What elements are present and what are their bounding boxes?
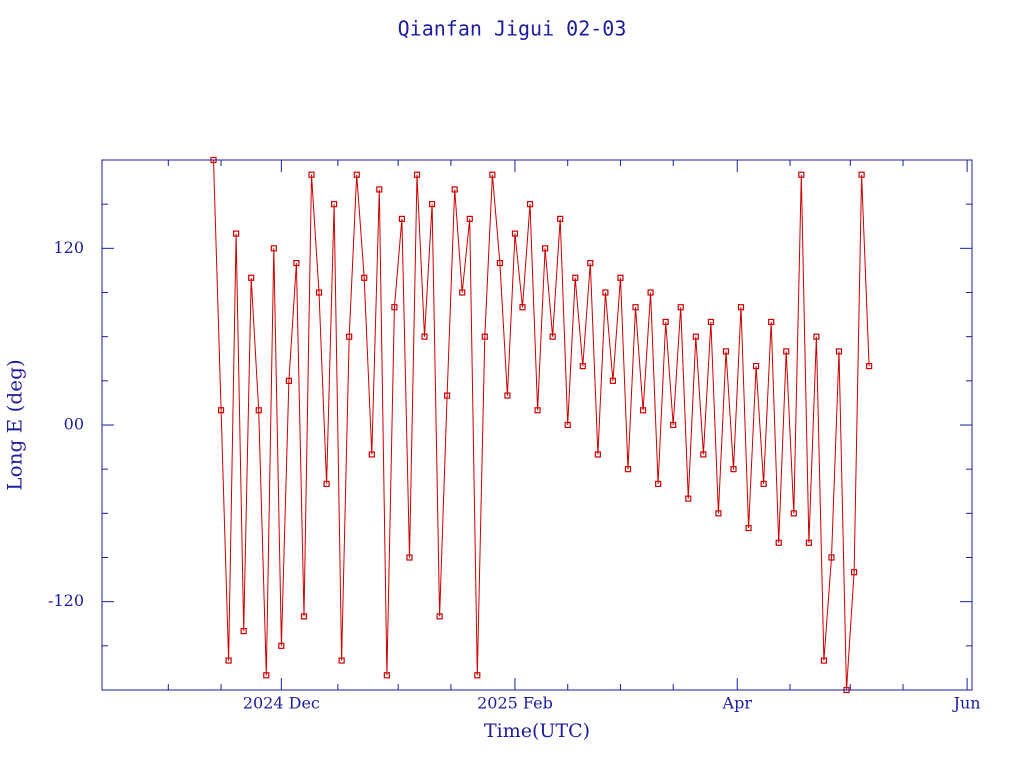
data-marker [805,539,812,546]
data-marker [361,274,368,281]
data-marker [768,318,775,326]
data-marker [572,274,579,281]
data-marker [496,259,503,267]
data-marker [617,274,624,281]
data-marker [549,333,556,340]
data-marker [813,333,820,340]
data-marker [263,672,270,679]
data-marker [835,348,843,355]
data-marker [466,215,473,222]
data-marker [655,480,662,487]
data-marker [632,304,639,311]
data-marker [639,407,647,414]
data-marker [278,642,285,649]
data-marker [647,289,654,296]
data-marker [270,245,277,252]
data-marker [557,215,564,222]
data-marker [459,289,466,296]
data-marker [255,407,262,414]
data-marker [858,171,865,178]
data-marker [692,333,699,340]
data-marker [338,657,345,664]
data-marker [866,363,873,370]
data-marker [798,171,805,178]
data-marker [413,171,421,178]
data-marker [624,466,632,473]
data-marker [398,215,406,222]
data-marker [444,392,451,399]
data-marker [233,230,240,237]
x-tick-label: Jun [952,694,981,713]
data-marker [368,451,375,458]
data-marker [542,245,549,252]
data-marker [564,421,571,429]
data-marker [376,186,383,193]
data-marker [828,554,835,561]
data-marker [225,657,232,664]
data-marker [783,348,790,355]
data-marker [511,230,519,237]
data-marker [519,304,526,311]
data-marker [504,392,511,399]
data-marker [300,613,308,620]
data-marker [677,304,684,311]
data-marker [790,510,797,517]
data-marker [308,171,315,178]
data-marker [451,186,458,193]
data-marker [428,201,436,208]
data-marker [760,480,767,487]
data-marker [474,672,481,679]
data-marker [526,201,534,208]
data-marker [579,363,586,370]
data-marker [602,289,609,296]
data-marker [293,259,300,267]
y-tick-label: 00 [64,415,84,434]
data-marker [489,171,496,178]
data-marker [775,539,782,546]
x-tick-label: 2025 Feb [477,694,553,713]
data-marker [481,333,488,340]
data-marker [534,407,541,414]
data-marker [248,274,255,281]
data-marker [285,377,292,384]
data-marker [700,451,707,458]
data-marker [745,524,752,532]
data-marker [715,510,722,517]
data-marker [217,407,225,414]
data-marker [594,451,601,458]
data-marker [707,318,714,326]
data-marker [820,657,828,664]
data-marker [737,304,745,311]
data-line [213,159,870,691]
x-tick-label: 2024 Dec [243,694,320,713]
x-tick-label: Apr [722,694,753,713]
y-tick-label: -120 [48,591,84,610]
data-marker [670,421,677,429]
data-marker [587,259,594,267]
y-tick-label: 120 [53,238,84,257]
data-marker [722,348,730,355]
data-marker [662,318,669,326]
data-marker [391,304,398,311]
data-marker [730,466,737,473]
data-marker [609,377,617,384]
y-axis-label: Long E (deg) [3,359,27,490]
data-marker [436,613,443,620]
chart-title: Qianfan Jigui 02-03 [398,17,627,41]
data-marker [315,289,323,296]
data-marker [753,363,760,370]
data-marker [850,569,858,576]
data-marker [331,201,338,208]
data-marker [323,480,330,487]
data-marker [383,672,390,679]
data-marker [353,171,360,178]
data-marker [240,628,247,635]
x-axis-label: Time(UTC) [484,720,590,742]
data-marker [346,333,353,340]
data-marker [406,554,413,561]
data-marker [685,495,692,502]
data-marker [421,333,428,340]
